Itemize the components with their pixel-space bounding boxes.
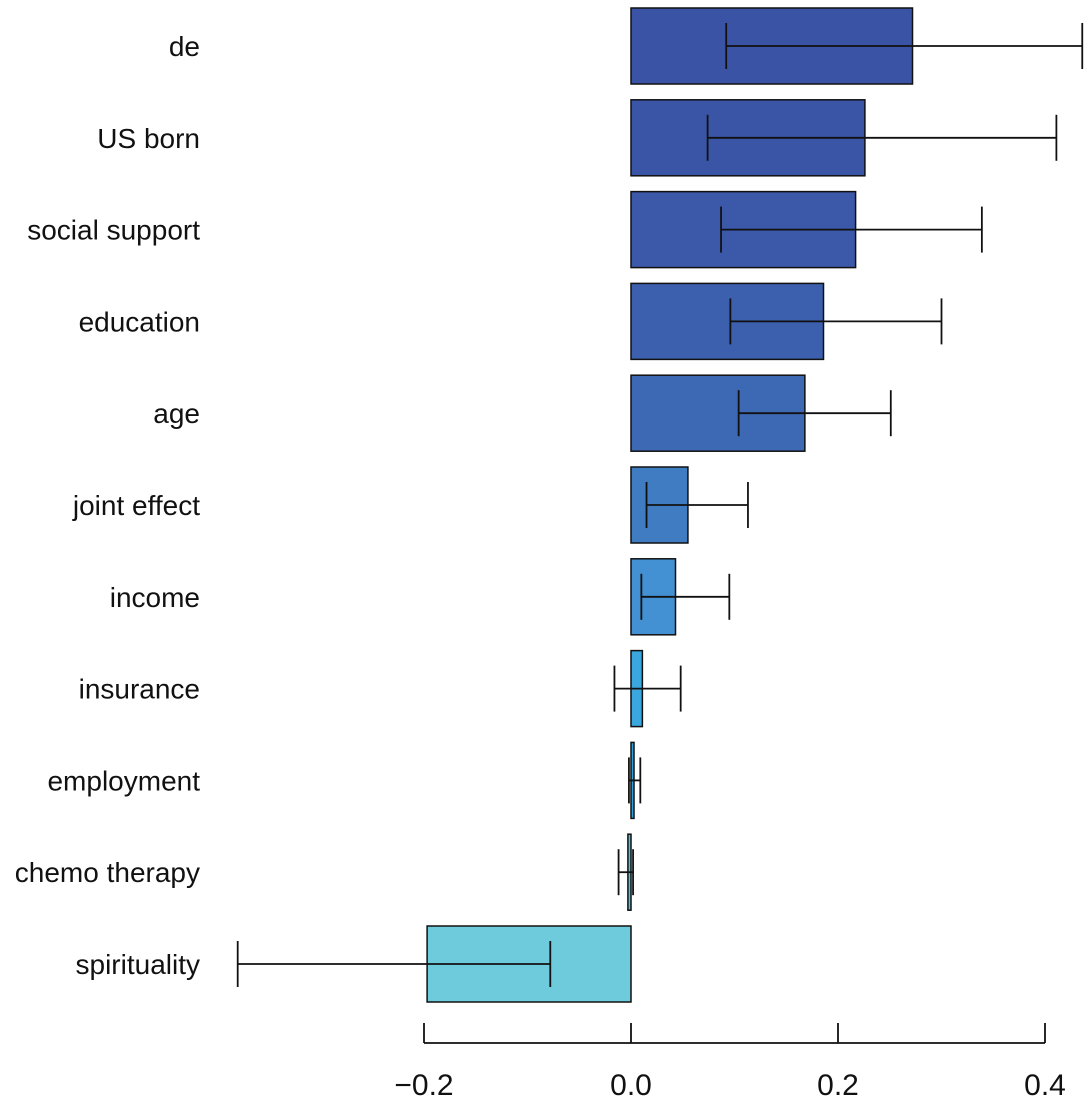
category-label-social-support: social support <box>27 215 200 246</box>
category-label-age: age <box>153 398 200 429</box>
category-label-us-born: US born <box>97 123 200 154</box>
error-bar-age <box>737 390 892 437</box>
x-tick-label: 0.4 <box>1024 1069 1066 1102</box>
error-bar-social-support <box>720 206 983 253</box>
error-bar-de <box>725 23 1084 69</box>
x-tick-label: −0.2 <box>394 1069 453 1102</box>
error-bars-layer <box>236 23 1084 987</box>
category-label-employment: employment <box>47 765 200 796</box>
x-tick-label: 0.2 <box>817 1069 859 1102</box>
category-label-spirituality: spirituality <box>76 949 200 980</box>
x-tick-label: 0.0 <box>610 1069 652 1102</box>
error-bar-income <box>640 573 731 620</box>
category-label-education: education <box>79 306 200 337</box>
error-bar-education <box>729 298 943 345</box>
category-label-insurance: insurance <box>79 674 200 705</box>
category-labels: de US born social support education age joint… <box>15 31 200 980</box>
category-label-de: de <box>169 31 200 62</box>
category-label-chemo-therapy: chemo therapy <box>15 857 200 888</box>
error-bar-joint-effect <box>645 482 749 528</box>
error-bar-us-born <box>706 114 1058 161</box>
error-bar-insurance <box>613 665 682 712</box>
category-label-joint-effect: joint effect <box>72 490 200 521</box>
error-bar-chemo-therapy <box>617 849 634 896</box>
error-bar-spirituality <box>236 941 552 987</box>
category-label-income: income <box>110 582 200 613</box>
error-bar-employment <box>628 757 642 804</box>
x-axis: −0.2 0.0 0.2 0.4 <box>394 1023 1066 1102</box>
